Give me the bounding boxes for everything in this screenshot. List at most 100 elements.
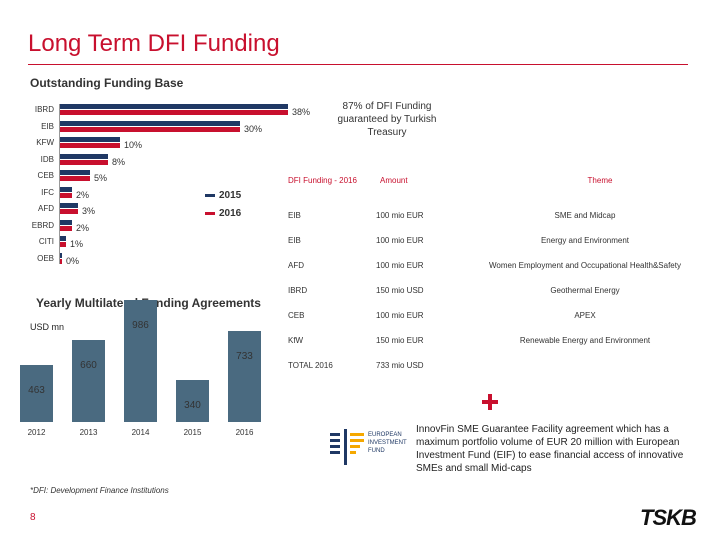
page-number: 8 [30,512,36,523]
guarantee-note: 87% of DFI Funding guaranteed by Turkish… [337,101,437,138]
chart-axis [59,104,60,264]
table-cell-dfi: IBRD [288,286,308,295]
hbar-category-ibrd: IBRD [34,105,54,114]
table-cell-dfi: KfW [288,336,304,345]
footnote: *DFI: Development Finance Institutions [30,486,169,495]
hbar-label-ebrd: 2% [76,222,90,233]
hbar-category-citi: CITI [38,237,54,246]
yearly-funding-chart: 463 2012 660 2013 986 2014 340 2015 733 2016 [14,299,274,470]
hbar-label-idb: 8% [112,156,126,167]
vbar-category-2015: 2015 [183,428,202,437]
vbar-2016 [228,331,261,422]
table-cell-theme: Renewable Energy and Environment [519,336,651,345]
eif-logo-graphic [330,429,364,465]
eif-description: InnovFin SME Guarantee Facility agreemen… [416,424,684,474]
table-cell-amount: 100 mio EUR [376,211,424,220]
table-row: AFD 100 mio EUR Women Employment and Occup… [280,261,720,273]
hbar-label-kfw: 10% [124,140,143,150]
hbar-2015-citi [60,236,66,241]
vbar-category-2016: 2016 [235,428,254,437]
hbar-2016-idb [60,159,108,165]
table-cell-amount: 100 mio EUR [376,261,424,270]
hbar-label-oeb: 0% [66,255,80,266]
hbar-2016-ifc [60,192,72,198]
hbar-category-ebrd: EBRD [31,220,54,230]
table-cell-amount: 100 mio EUR [376,311,424,320]
table-row: EIB 100 mio EUR Energy and Environment [280,236,720,248]
hbar-2015-kfw [60,137,120,142]
table-cell-amount: 100 mio EUR [376,236,424,245]
hbar-2015-idb [60,153,108,159]
hbar-category-ifc: IFC [41,187,54,197]
table-cell-dfi: EIB [288,236,301,245]
hbar-category-ceb: CEB [37,171,54,180]
vbar-2014 [124,299,157,422]
usd-mn-label: USD mn [30,322,65,332]
hbar-2016-ceb [60,176,90,181]
hbar-2016-oeb [60,258,62,264]
table-cell-dfi: AFD [288,261,304,270]
hbar-2016-kfw [60,143,120,148]
hbar-category-kfw: KFW [36,138,54,147]
hbar-category-idb: IDB [40,154,54,164]
legend-label-2015: 2015 [219,190,242,201]
table-row: KfW 150 mio EUR Renewable Energy and Envir… [280,336,720,348]
hbar-category-afd: AFD [38,204,54,213]
hbar-label-ibrd: 38% [292,107,311,117]
vbar-2012 [20,364,53,422]
vbar-value-2015: 340 [184,399,201,411]
table-row: EIB 100 mio EUR SME and Midcap [280,211,720,223]
hbar-label-ifc: 2% [76,189,90,200]
vbar-2015 [176,379,209,422]
hbar-label-citi: 1% [70,239,84,249]
hbar-category-oeb: OEB [37,253,54,263]
table-cell-dfi: EIB [288,211,301,220]
hbar-2016-ebrd [60,225,72,231]
outstanding-title: Outstanding Funding Base [30,76,184,90]
tskb-logo: TSKB [640,505,697,530]
table-cell-theme: APEX [574,311,596,320]
table-cell-theme: SME and Midcap [554,211,616,220]
hbar-2016-citi [60,242,66,247]
outstanding-funding-chart: IBRD 38% EIB 30% KFW 10% IDB 8% CEB 5% IFC 2% AFD 3% E… [14,100,314,270]
table-cell-amount: 150 mio USD [376,286,424,295]
table-cell-theme: Geothermal Energy [550,286,620,295]
vbar-value-2016: 733 [236,351,253,363]
table-row: CEB 100 mio EUR APEX [280,311,720,323]
vbar-category-2012: 2012 [27,428,46,437]
legend-label-2016: 2016 [219,208,242,219]
vbar-value-2013: 660 [80,360,97,372]
hbar-2015-eib [60,120,240,126]
eif-logo: EUROPEAN INVESTMENT FUND [328,425,412,475]
legend-2015: 2015 [205,190,241,201]
table-cell-amount: 150 mio EUR [376,336,424,345]
hbar-category-eib: EIB [41,121,54,131]
table-header-dfi: DFI Funding - 2016 [288,176,357,185]
title-divider [28,64,688,65]
hbar-label-eib: 30% [244,123,263,134]
vbar-category-2014: 2014 [131,428,150,437]
legend-swatch-2016 [205,211,215,215]
page-title: Long Term DFI Funding [28,30,280,57]
table-cell-theme: Energy and Environment [540,236,630,245]
table-cell-theme: Women Employment and Occupational Health… [489,261,681,270]
hbar-2015-ebrd [60,219,72,225]
eif-logo-text: EUROPEAN INVESTMENT FUND [368,432,407,454]
hbar-2015-oeb [60,252,62,258]
hbar-label-ceb: 5% [94,173,108,183]
table-header-amount: Amount [380,176,408,185]
table-row: IBRD 150 mio USD Geothermal Energy [280,286,720,298]
hbar-2016-ibrd [60,110,288,115]
table-header-theme: Theme [587,176,613,185]
hbar-2015-afd [60,203,78,208]
vbar-category-2013: 2013 [79,428,98,437]
legend-swatch-2015 [205,193,215,197]
hbar-2016-eib [60,126,240,132]
hbar-2015-ibrd [60,104,288,109]
hbar-2015-ifc [60,186,72,192]
vbar-value-2012: 463 [28,384,45,396]
table-row: TOTAL 2016 733 mio USD [280,361,720,373]
table-cell-dfi: CEB [288,311,305,320]
table-cell-amount: 733 mio USD [376,361,424,370]
hbar-label-afd: 3% [82,206,96,216]
